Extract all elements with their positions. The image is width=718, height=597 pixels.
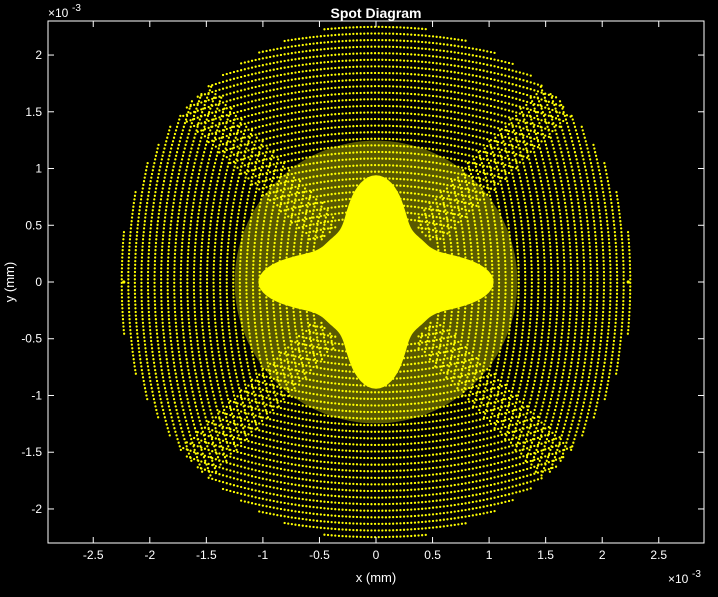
- points-layer: [120, 25, 632, 539]
- y-axis-label: y (mm): [2, 262, 17, 302]
- x-tick-label: 0: [373, 548, 380, 562]
- x-tick-label: -0.5: [309, 548, 330, 562]
- spot-halo: [234, 140, 518, 424]
- y-tick-label: -0.5: [21, 332, 42, 346]
- y-tick-label: -1: [31, 388, 42, 402]
- x-axis-ticks: -2.5 -2 -1.5 -1 -0.5 0 0.5 1 1.5 2 2.5: [83, 21, 667, 562]
- spot-core: [258, 175, 494, 389]
- x-tick-label: -2: [144, 548, 155, 562]
- y-tick-label: -1.5: [21, 445, 42, 459]
- outlier-point: [626, 280, 630, 284]
- y-tick-label: 1: [35, 162, 42, 176]
- chart-title: Spot Diagram: [330, 5, 421, 21]
- x-tick-label: 1.5: [537, 548, 554, 562]
- x-axis-label: x (mm): [356, 570, 396, 585]
- x-tick-label: -1: [258, 548, 269, 562]
- y-tick-label: -2: [31, 502, 42, 516]
- outlier-point: [122, 280, 126, 284]
- x-tick-label: 2: [599, 548, 606, 562]
- y-tick-label: 0.5: [25, 218, 42, 232]
- y-exponent-power: -3: [72, 3, 81, 14]
- x-tick-label: -2.5: [83, 548, 104, 562]
- x-tick-label: -1.5: [196, 548, 217, 562]
- y-tick-label: 2: [35, 48, 42, 62]
- x-tick-label: 2.5: [650, 548, 667, 562]
- y-axis-ticks: -2 -1.5 -1 -0.5 0 0.5 1 1.5 2: [21, 48, 704, 516]
- x-tick-label: 0.5: [424, 548, 441, 562]
- x-exponent-base: ×10: [668, 572, 689, 586]
- y-tick-label: 0: [35, 275, 42, 289]
- x-exponent-power: -3: [692, 569, 701, 580]
- y-tick-label: 1.5: [25, 105, 42, 119]
- y-exponent-base: ×10: [48, 6, 69, 20]
- x-tick-label: 1: [486, 548, 493, 562]
